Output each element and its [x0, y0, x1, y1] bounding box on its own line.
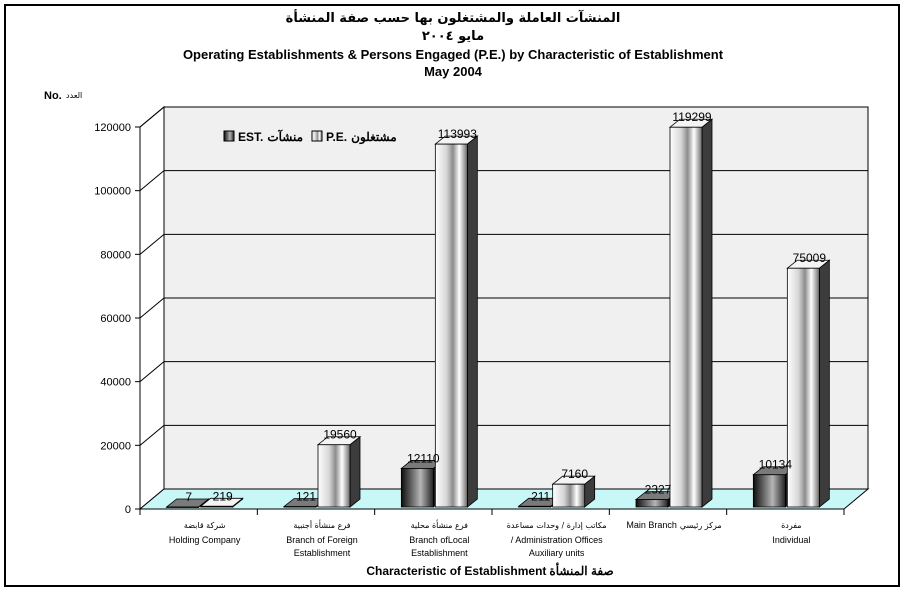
- y-tick-label: 20000: [100, 440, 131, 452]
- bar-front: [166, 506, 200, 508]
- category-label-english: Branch ofLocal: [409, 535, 469, 545]
- bar-front: [786, 267, 820, 508]
- legend-pe-swatch: [311, 130, 323, 142]
- bar-front: [200, 505, 234, 508]
- data-label: 121: [296, 490, 316, 504]
- bar-front: [635, 499, 669, 508]
- bar-side: [349, 435, 361, 508]
- data-label: 211: [531, 489, 550, 503]
- bar-side: [818, 259, 830, 508]
- gridlines: [139, 106, 868, 446]
- bar-pe: [551, 475, 596, 508]
- gridline: [139, 297, 868, 319]
- bars: [165, 118, 831, 508]
- category-label-english: Branch of Foreign: [286, 535, 358, 545]
- gridline: [139, 233, 868, 255]
- category-label-english: / Administration Offices: [511, 535, 603, 545]
- y-tick-label: 0: [125, 504, 131, 516]
- arabic-title: المنشآت العاملة والمشتغلون بها حسب صفة ا…: [285, 11, 621, 26]
- category-label-arabic: مفردة: [781, 521, 802, 530]
- gridline: [139, 106, 868, 128]
- bar-pe: [316, 435, 362, 508]
- bar-front: [400, 468, 434, 508]
- data-label: 7: [185, 490, 192, 504]
- bar-pe: [786, 259, 831, 508]
- bar-side: [466, 135, 478, 508]
- data-label: 119299: [672, 110, 711, 124]
- gridline: [139, 170, 868, 192]
- category-labels: شركة قابضة Holding Company فرع منشأة أجنبي…: [169, 519, 810, 558]
- x-axis-tick-marks: [139, 509, 845, 515]
- category-label-arabic: فرع منشأة محلية: [411, 519, 469, 530]
- bar-side: [701, 118, 713, 508]
- category-label-arabic: مكاتب إدارة / وحدات مساعدة: [507, 521, 607, 531]
- legend-est-swatch: [223, 130, 235, 142]
- bar-front: [752, 474, 786, 508]
- data-label: 219: [213, 489, 233, 503]
- y-axis-label-arabic: العدد: [66, 91, 82, 100]
- chart-titles: المنشآت العاملة والمشتغلون بها حسب صفة ا…: [0, 10, 906, 80]
- y-tick-label: 60000: [100, 313, 131, 325]
- arabic-date: مايو ٢٠٠٤: [421, 29, 485, 44]
- y-axis-ticks: 0 20000 40000 60000 80000 100000 120000: [94, 122, 140, 516]
- bar-pe: [199, 497, 244, 508]
- legend: EST. منشآت P.E. مشتغلون: [223, 128, 397, 145]
- y-axis-label: No.: [44, 90, 62, 102]
- bar-front: [317, 444, 351, 508]
- category-label-english: Establishment: [411, 548, 468, 558]
- x-axis-title: Characteristic of Establishment صفة المنش…: [366, 562, 613, 578]
- bar-front: [669, 126, 703, 508]
- category-label-english: Establishment: [294, 548, 351, 558]
- category-label-english: Individual: [772, 535, 810, 545]
- y-tick-label: 120000: [94, 122, 131, 134]
- legend-pe-label: P.E. مشتغلون: [326, 130, 397, 145]
- bar-front: [434, 143, 468, 508]
- data-label: 7160: [561, 467, 588, 481]
- category-label-english: Holding Company: [169, 535, 241, 545]
- data-label: 19560: [323, 428, 357, 442]
- gridline: [139, 424, 868, 446]
- data-label: 75009: [793, 251, 827, 265]
- legend-est-label: EST. منشآت: [238, 128, 303, 144]
- y-tick-label: 40000: [100, 377, 131, 389]
- gridline: [139, 361, 868, 383]
- bar-pe: [668, 118, 714, 508]
- category-label-arabic: شركة قابضة: [184, 521, 226, 530]
- bar-front: [283, 506, 317, 508]
- y-tick-label: 100000: [94, 186, 131, 198]
- bar-front: [552, 483, 586, 508]
- bar-pe: [434, 135, 479, 508]
- bar-est: [282, 497, 328, 508]
- category-label-arabic: فرع منشأة أجنبية: [293, 519, 350, 530]
- english-title: Operating Establishments & Persons Engag…: [182, 47, 724, 62]
- y-tick-label: 80000: [100, 249, 131, 261]
- bar-front: [518, 505, 552, 508]
- category-label-english: Auxiliary units: [529, 548, 585, 558]
- data-labels: 7 219 121 19560 12110 113993 211 7160 2327 119299…: [185, 110, 826, 504]
- data-label: 2327: [645, 483, 672, 497]
- data-label: 10134: [759, 458, 793, 472]
- bar-est: [165, 498, 210, 508]
- category-label: Main Branch مركز رئيسي: [626, 520, 721, 530]
- data-label: 113993: [438, 127, 477, 141]
- data-label: 12110: [407, 451, 440, 465]
- english-date: May 2004: [424, 64, 482, 79]
